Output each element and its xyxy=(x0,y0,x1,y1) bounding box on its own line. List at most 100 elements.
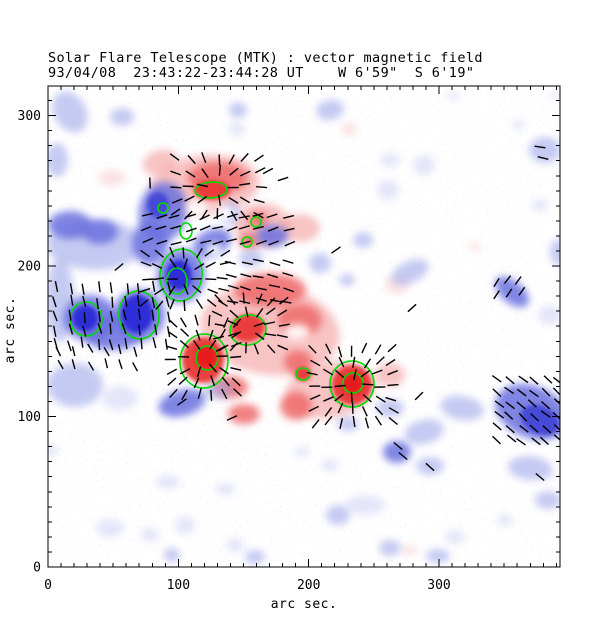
vector-segment xyxy=(179,368,191,375)
field-contour xyxy=(229,314,267,346)
vector-segment xyxy=(542,425,552,434)
negative-polarity-blob xyxy=(391,258,429,286)
vector-segment xyxy=(414,391,424,401)
vector-segment xyxy=(167,377,177,386)
vector-segment xyxy=(182,247,185,259)
vector-segment xyxy=(514,276,522,286)
vector-segment xyxy=(269,261,281,267)
x-tick-label: 200 xyxy=(297,578,320,593)
y-tick-label: 300 xyxy=(18,109,41,124)
negative-polarity-blob xyxy=(82,220,118,244)
vector-segment xyxy=(352,356,356,368)
vector-segment xyxy=(323,396,334,402)
vector-segment xyxy=(180,328,190,337)
vector-segment xyxy=(306,371,318,376)
vector-segment xyxy=(277,176,289,182)
vector-segment xyxy=(57,359,64,370)
vector-segment xyxy=(156,214,168,219)
vector-segment xyxy=(543,375,553,384)
vector-segment xyxy=(494,410,505,419)
vector-segment xyxy=(240,152,249,162)
vector-segment xyxy=(553,434,560,441)
positive-polarity-blob xyxy=(402,545,418,555)
vector-segment xyxy=(553,398,560,405)
vector-segment xyxy=(283,227,295,232)
vector-segment xyxy=(279,296,289,305)
negative-polarity-blob xyxy=(426,549,450,563)
vector-segment xyxy=(504,386,514,395)
negative-polarity-blob xyxy=(48,363,103,407)
vector-segment xyxy=(197,195,208,204)
vector-segment xyxy=(266,273,279,279)
vector-segment xyxy=(324,356,333,366)
field-contour xyxy=(166,267,188,295)
vector-segment xyxy=(492,422,502,431)
vector-segment xyxy=(219,261,231,266)
vector-segment xyxy=(192,284,202,294)
field-gap xyxy=(216,206,234,220)
vector-segment xyxy=(96,298,99,310)
vector-segment xyxy=(164,338,168,350)
vector-segment xyxy=(166,368,178,376)
vector-segment xyxy=(371,369,383,375)
negative-polarity-blob xyxy=(309,253,331,273)
vector-segment xyxy=(239,240,251,245)
vector-segment xyxy=(266,297,276,307)
vector-segment xyxy=(170,208,181,216)
vector-segment xyxy=(387,369,398,376)
negative-polarity-blob xyxy=(538,305,560,325)
negative-polarity-blob xyxy=(175,516,195,534)
negative-polarity-blob xyxy=(164,548,180,562)
negative-polarity-blob xyxy=(446,92,460,100)
vector-segment xyxy=(322,368,334,376)
vector-segment xyxy=(152,337,157,349)
axis-ticks xyxy=(47,86,560,568)
vector-segment xyxy=(208,363,218,373)
vector-segment xyxy=(52,296,57,308)
x-tick-label: 300 xyxy=(427,578,450,593)
vector-segment xyxy=(209,339,217,350)
y-tick-label: 200 xyxy=(18,260,41,275)
vector-segment xyxy=(169,258,177,269)
vector-segment xyxy=(398,451,408,461)
vector-segment xyxy=(124,295,128,307)
vector-segment xyxy=(169,246,175,258)
negative-polarity-blob xyxy=(147,192,169,218)
vector-segment xyxy=(154,324,158,336)
vector-segment xyxy=(169,388,178,398)
vector-segment xyxy=(178,376,188,386)
vector-segment xyxy=(387,343,397,353)
vector-segment xyxy=(179,339,190,349)
positive-polarity-blob xyxy=(343,374,363,394)
negative-polarity-blob xyxy=(550,239,560,265)
vector-segment xyxy=(241,261,253,266)
vector-segment xyxy=(98,339,101,351)
vector-segment xyxy=(239,196,251,204)
vector-segment xyxy=(529,424,539,433)
vector-segment xyxy=(220,249,231,257)
positive-polarity-blob xyxy=(280,392,312,420)
vector-segment xyxy=(256,239,267,246)
vector-segment xyxy=(168,319,178,328)
vector-segment xyxy=(283,214,295,219)
vector-segment xyxy=(505,288,513,298)
vector-segment xyxy=(204,249,215,257)
vector-segment xyxy=(55,346,62,357)
vector-segment xyxy=(141,212,153,217)
vector-segment xyxy=(185,237,197,243)
negative-polarity-blob xyxy=(445,530,465,544)
vector-segment xyxy=(324,415,333,426)
negative-polarity-blob xyxy=(416,457,444,475)
vector-segment xyxy=(139,287,151,293)
negative-polarity-blob xyxy=(226,538,244,552)
vector-segment xyxy=(264,321,276,325)
vector-segment xyxy=(407,303,417,313)
vector-segment xyxy=(325,343,332,355)
negative-polarity-blob xyxy=(377,180,399,200)
vector-segment xyxy=(218,164,222,176)
vector-segment xyxy=(109,323,112,335)
vector-segment xyxy=(185,227,197,233)
vector-segment xyxy=(165,296,170,308)
vector-segment xyxy=(109,282,113,294)
vector-segment xyxy=(213,213,224,220)
